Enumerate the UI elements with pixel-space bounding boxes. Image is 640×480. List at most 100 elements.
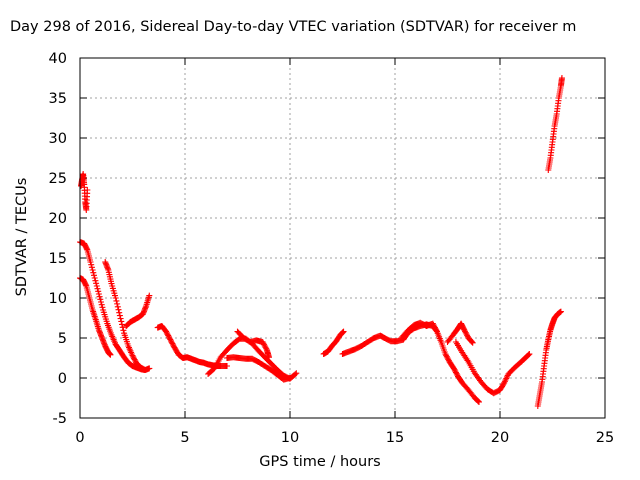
data-point bbox=[84, 187, 91, 193]
data-point bbox=[113, 297, 120, 304]
y-tick-label: 15 bbox=[49, 251, 67, 267]
data-point bbox=[91, 275, 98, 281]
data-point bbox=[340, 328, 347, 335]
data-point bbox=[431, 323, 438, 330]
series-segment-11-13h bbox=[320, 328, 347, 357]
data-point bbox=[164, 331, 171, 338]
x-tick-label: 25 bbox=[596, 430, 614, 446]
data-point bbox=[452, 368, 459, 375]
data-point bbox=[115, 306, 122, 313]
data-point bbox=[166, 335, 173, 342]
data-point bbox=[525, 352, 531, 359]
data-point bbox=[142, 367, 149, 373]
data-point bbox=[453, 370, 460, 377]
series-spike-start bbox=[78, 171, 91, 213]
data-point bbox=[469, 339, 476, 346]
data-point bbox=[163, 329, 170, 336]
x-tick-label: 20 bbox=[491, 430, 509, 446]
data-point bbox=[224, 363, 230, 369]
data-point bbox=[88, 261, 95, 268]
chart-title: Day 298 of 2016, Sidereal Day-to-day VTE… bbox=[10, 19, 577, 35]
data-point bbox=[112, 295, 119, 301]
data-point bbox=[261, 341, 268, 348]
y-tick-label: 25 bbox=[49, 171, 67, 187]
series-segment-22-23h-low bbox=[534, 308, 564, 409]
data-point bbox=[116, 309, 123, 316]
data-point bbox=[96, 293, 103, 300]
series-segment-2-3h bbox=[123, 292, 153, 329]
data-point bbox=[88, 264, 95, 271]
data-point bbox=[132, 357, 139, 364]
data-point bbox=[293, 370, 300, 377]
data-point bbox=[169, 340, 176, 347]
data-point bbox=[462, 329, 469, 336]
data-point bbox=[116, 312, 123, 319]
data-point bbox=[146, 365, 153, 372]
data-point bbox=[266, 354, 272, 361]
data-point bbox=[118, 318, 125, 325]
data-point bbox=[114, 303, 121, 310]
data-point bbox=[97, 296, 104, 303]
data-point bbox=[99, 304, 106, 311]
data-point bbox=[500, 381, 507, 387]
data-point bbox=[129, 352, 136, 359]
data-point bbox=[557, 308, 564, 315]
y-tick-label: 0 bbox=[58, 371, 67, 387]
data-point bbox=[98, 299, 104, 305]
data-point bbox=[93, 280, 100, 287]
data-point bbox=[91, 272, 97, 279]
data-point bbox=[558, 75, 565, 81]
data-point bbox=[98, 301, 105, 308]
data-point bbox=[475, 398, 482, 405]
data-point bbox=[165, 332, 172, 339]
data-point bbox=[168, 337, 174, 344]
x-tick-label: 10 bbox=[281, 430, 299, 446]
data-point bbox=[95, 288, 102, 295]
y-tick-label: 5 bbox=[58, 331, 67, 347]
data-point bbox=[107, 351, 114, 358]
data-point bbox=[452, 369, 459, 376]
data-point bbox=[474, 397, 481, 404]
y-tick-label: -5 bbox=[53, 411, 67, 427]
data-point bbox=[117, 315, 124, 322]
data-point bbox=[168, 339, 175, 346]
data-point bbox=[443, 353, 450, 360]
series-decay-c bbox=[102, 259, 149, 373]
data-point bbox=[444, 355, 451, 361]
data-point bbox=[429, 320, 436, 327]
data-points bbox=[77, 75, 565, 409]
data-point bbox=[432, 325, 439, 332]
data-point bbox=[442, 351, 449, 357]
data-point bbox=[131, 356, 138, 363]
data-point bbox=[93, 283, 100, 289]
data-point bbox=[464, 332, 471, 339]
x-tick-label: 0 bbox=[75, 430, 84, 446]
data-point bbox=[476, 399, 482, 405]
data-point bbox=[167, 336, 174, 343]
data-point bbox=[292, 371, 299, 378]
series-segment-4-7h bbox=[154, 323, 230, 369]
data-point bbox=[130, 353, 137, 360]
data-point bbox=[463, 331, 470, 337]
data-point bbox=[114, 300, 121, 307]
data-point bbox=[259, 339, 266, 345]
data-point bbox=[87, 259, 94, 265]
data-point bbox=[443, 352, 450, 359]
data-point bbox=[146, 292, 153, 299]
data-point bbox=[469, 339, 475, 345]
data-point bbox=[430, 321, 437, 328]
data-point bbox=[170, 341, 177, 348]
series-segment-6-10h-c bbox=[234, 328, 272, 361]
data-point bbox=[163, 328, 170, 335]
series-decay-b bbox=[77, 275, 114, 358]
data-point bbox=[95, 291, 102, 297]
y-tick-label: 20 bbox=[49, 211, 67, 227]
data-point bbox=[450, 365, 457, 372]
data-point bbox=[90, 269, 97, 276]
y-tick-label: 30 bbox=[49, 131, 67, 147]
data-point bbox=[526, 351, 533, 357]
series-segment-18-21h bbox=[452, 339, 533, 397]
data-point bbox=[89, 267, 96, 273]
data-point bbox=[451, 366, 458, 373]
